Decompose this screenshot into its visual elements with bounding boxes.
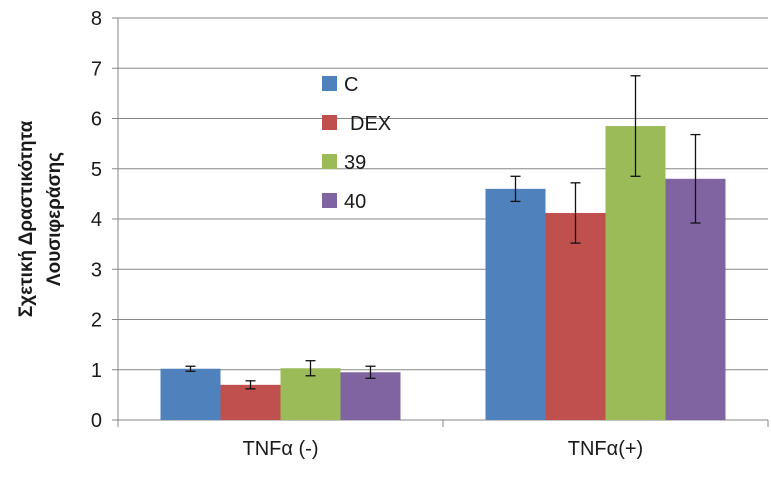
y-tick-label: 6 bbox=[91, 109, 102, 131]
bar-dex-1 bbox=[220, 384, 281, 420]
y-tick-label: 8 bbox=[91, 8, 102, 30]
y-tick-label: 2 bbox=[91, 310, 102, 332]
y-tick-label: 1 bbox=[91, 360, 102, 382]
legend-swatch-40 bbox=[322, 193, 337, 208]
bar-dex-2 bbox=[545, 212, 606, 420]
y-axis-label-line: Λουσιφεράσης bbox=[44, 152, 65, 286]
bar-40-1 bbox=[340, 372, 401, 420]
y-tick-label: 5 bbox=[91, 159, 102, 181]
legend-label: 39 bbox=[344, 152, 366, 174]
x-category-label: TNFα(+) bbox=[568, 438, 643, 460]
legend-swatch-39 bbox=[322, 154, 337, 169]
legend-swatch-dex bbox=[322, 115, 337, 130]
bar-39-1 bbox=[280, 368, 341, 420]
y-tick-label: 3 bbox=[91, 259, 102, 281]
legend-swatch-c bbox=[322, 76, 337, 91]
legend-label: DEX bbox=[350, 113, 391, 135]
y-axis-label-line: Σχετική Δραστικότητα bbox=[16, 120, 37, 317]
bar-c-2 bbox=[485, 188, 546, 420]
bar-c-1 bbox=[160, 368, 221, 420]
legend-label: 40 bbox=[344, 191, 366, 213]
y-tick-label: 0 bbox=[91, 410, 102, 432]
legend-label: C bbox=[344, 74, 358, 96]
y-tick-label: 4 bbox=[91, 209, 102, 231]
y-tick-label: 7 bbox=[91, 58, 102, 80]
x-category-label: TNFα (-) bbox=[243, 438, 319, 460]
